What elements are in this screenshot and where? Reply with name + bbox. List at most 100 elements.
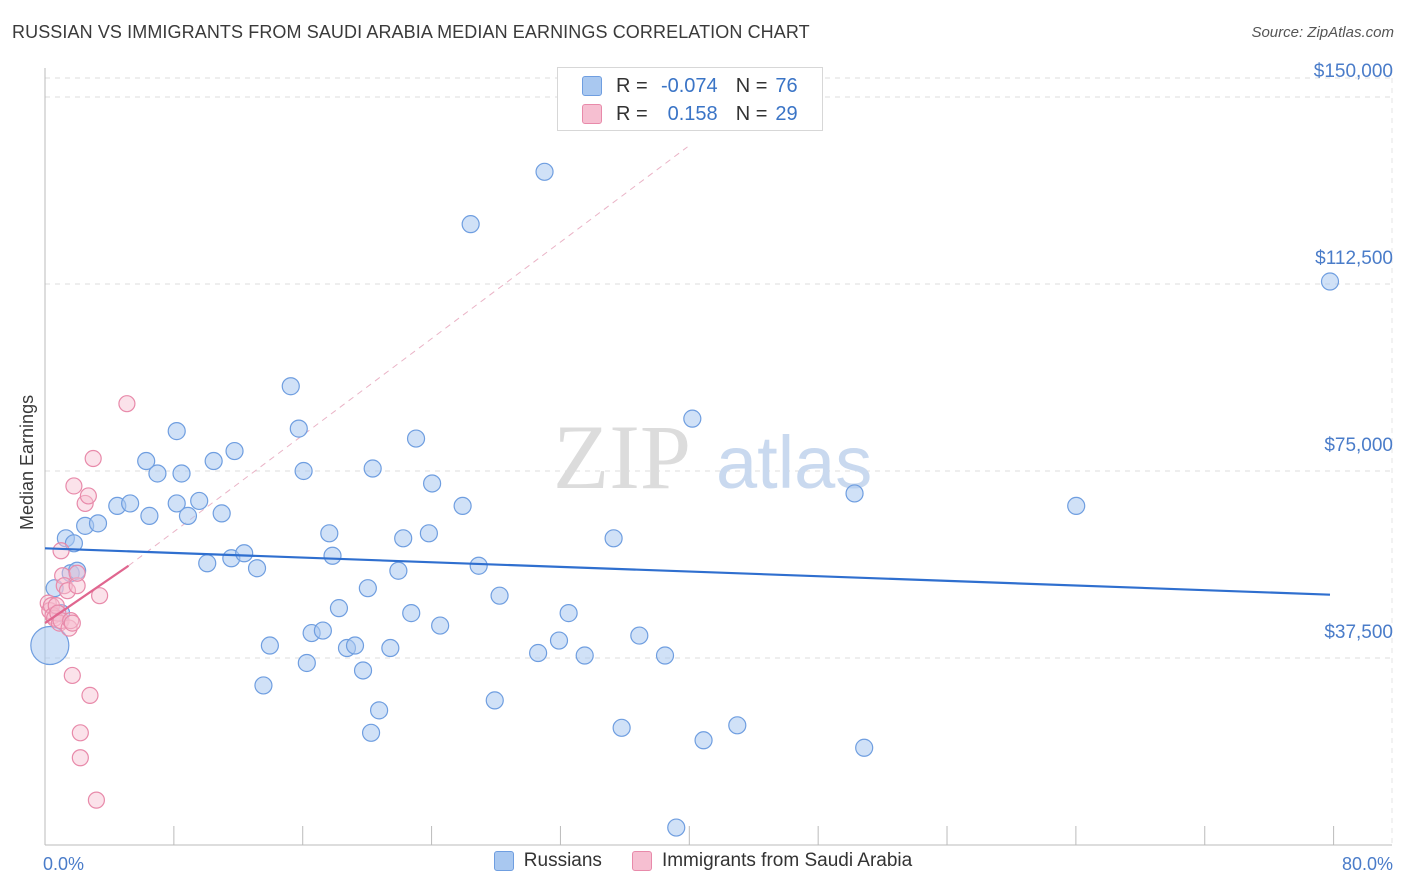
- saudi-point: [52, 542, 70, 560]
- y-tick-label: $112,500: [1315, 248, 1393, 269]
- saudi-point: [65, 477, 83, 495]
- russians-point: [485, 691, 504, 710]
- source-label: Source: ZipAtlas.com: [1251, 24, 1394, 41]
- saudi-point: [81, 686, 99, 705]
- x-tick-label: 80.0%: [1342, 854, 1393, 874]
- legend-n-value: 76: [775, 74, 798, 97]
- x-tick-labels: 0.0% 80.0%: [43, 854, 1393, 874]
- saudi-swatch: [631, 851, 652, 871]
- russians-point: [140, 506, 159, 525]
- russians-point: [855, 738, 874, 757]
- russians-point: [461, 215, 480, 234]
- russians-point: [604, 529, 623, 548]
- saudi-point: [91, 587, 109, 605]
- russians-point: [289, 419, 308, 438]
- saudi-point: [58, 582, 77, 600]
- russians-swatch: [582, 76, 602, 96]
- russians-point: [469, 556, 488, 575]
- russians-point: [137, 451, 156, 471]
- saudi-points: [39, 395, 136, 809]
- russians-point: [167, 422, 186, 441]
- axes: [44, 68, 1393, 846]
- russians-point: [254, 676, 273, 695]
- russians-point: [1320, 272, 1340, 291]
- legend-r-value: 0.158: [667, 102, 718, 125]
- x-tick-label: 0.0%: [43, 854, 84, 874]
- russians-point: [381, 638, 400, 658]
- russians-point: [402, 604, 421, 623]
- y-tick-label: $75,000: [1324, 435, 1393, 456]
- saudi-point: [68, 577, 86, 595]
- watermark-zip: ZIP: [553, 406, 691, 508]
- russians-point: [178, 506, 198, 525]
- russians-point: [630, 626, 649, 645]
- saudi-point: [84, 449, 102, 468]
- russians-point: [358, 579, 377, 598]
- saudi-point: [63, 614, 81, 632]
- russians-point: [204, 451, 223, 471]
- russians-point: [320, 524, 339, 543]
- russians-point: [260, 636, 279, 655]
- russians-point: [294, 461, 313, 481]
- russians-point: [64, 534, 84, 553]
- russians-point: [329, 599, 349, 618]
- saudi-swatch: [582, 104, 602, 124]
- legend-r-label: R =: [616, 102, 648, 125]
- russians-point: [529, 643, 548, 663]
- saudi-point: [68, 564, 86, 582]
- russians-point: [363, 459, 382, 478]
- series-legend: Russians Immigrants from Saudi Arabia: [0, 850, 1406, 872]
- russians-point: [167, 494, 186, 513]
- russians-point: [121, 494, 140, 513]
- russians-point: [845, 484, 864, 503]
- russians-point: [453, 496, 472, 516]
- saudi-point: [71, 749, 89, 767]
- y-axis-label: Median Earnings: [17, 395, 37, 530]
- legend-item-saudi[interactable]: Immigrants from Saudi Arabia: [631, 850, 913, 872]
- russians-point: [559, 604, 578, 623]
- saudi-point: [79, 487, 97, 505]
- russians-point: [225, 441, 244, 461]
- russians-point: [549, 631, 569, 650]
- russians-point: [683, 409, 702, 428]
- russians-point: [345, 636, 365, 655]
- russians-point: [172, 464, 191, 483]
- russians-point: [313, 621, 332, 640]
- saudi-trend-line: [44, 564, 130, 625]
- russians-point: [612, 718, 631, 737]
- russians-point: [431, 616, 450, 635]
- russians-point: [728, 716, 747, 735]
- russians-point: [88, 514, 108, 533]
- russians-point: [235, 544, 254, 563]
- legend-n-label: N =: [735, 102, 768, 125]
- legend-row-saudi: R = 0.158 N = 29: [582, 100, 798, 128]
- russians-point: [419, 524, 438, 543]
- russians-trend-line: [44, 547, 1331, 596]
- russians-points: [30, 162, 1340, 837]
- russians-point: [198, 554, 217, 573]
- y-tick-label: $37,500: [1324, 622, 1393, 643]
- russians-point: [575, 646, 594, 665]
- russians-point: [490, 586, 509, 605]
- russians-point: [370, 701, 389, 720]
- russians-point: [30, 625, 70, 666]
- legend-n-label: N =: [735, 74, 768, 97]
- russians-point: [394, 529, 413, 548]
- saudi-point: [87, 791, 106, 809]
- legend-r-label: R =: [616, 74, 648, 97]
- russians-point: [667, 818, 686, 837]
- legend-r-value: -0.074: [660, 74, 718, 97]
- y-tick-labels: $37,500 $75,000 $112,500 $150,000: [1314, 61, 1393, 643]
- russians-point: [423, 474, 442, 493]
- saudi-point: [55, 577, 73, 595]
- legend-label-saudi: Immigrants from Saudi Arabia: [661, 850, 913, 871]
- gridlines: [45, 77, 1392, 659]
- saudi-point: [118, 395, 136, 413]
- russians-point: [353, 661, 373, 680]
- russians-point: [281, 377, 300, 396]
- legend-item-russians[interactable]: Russians: [493, 850, 602, 872]
- trend-lines: [44, 547, 1331, 625]
- russians-point: [190, 491, 209, 511]
- chart-title: RUSSIAN VS IMMIGRANTS FROM SAUDI ARABIA …: [12, 22, 810, 42]
- russians-swatch: [493, 851, 514, 871]
